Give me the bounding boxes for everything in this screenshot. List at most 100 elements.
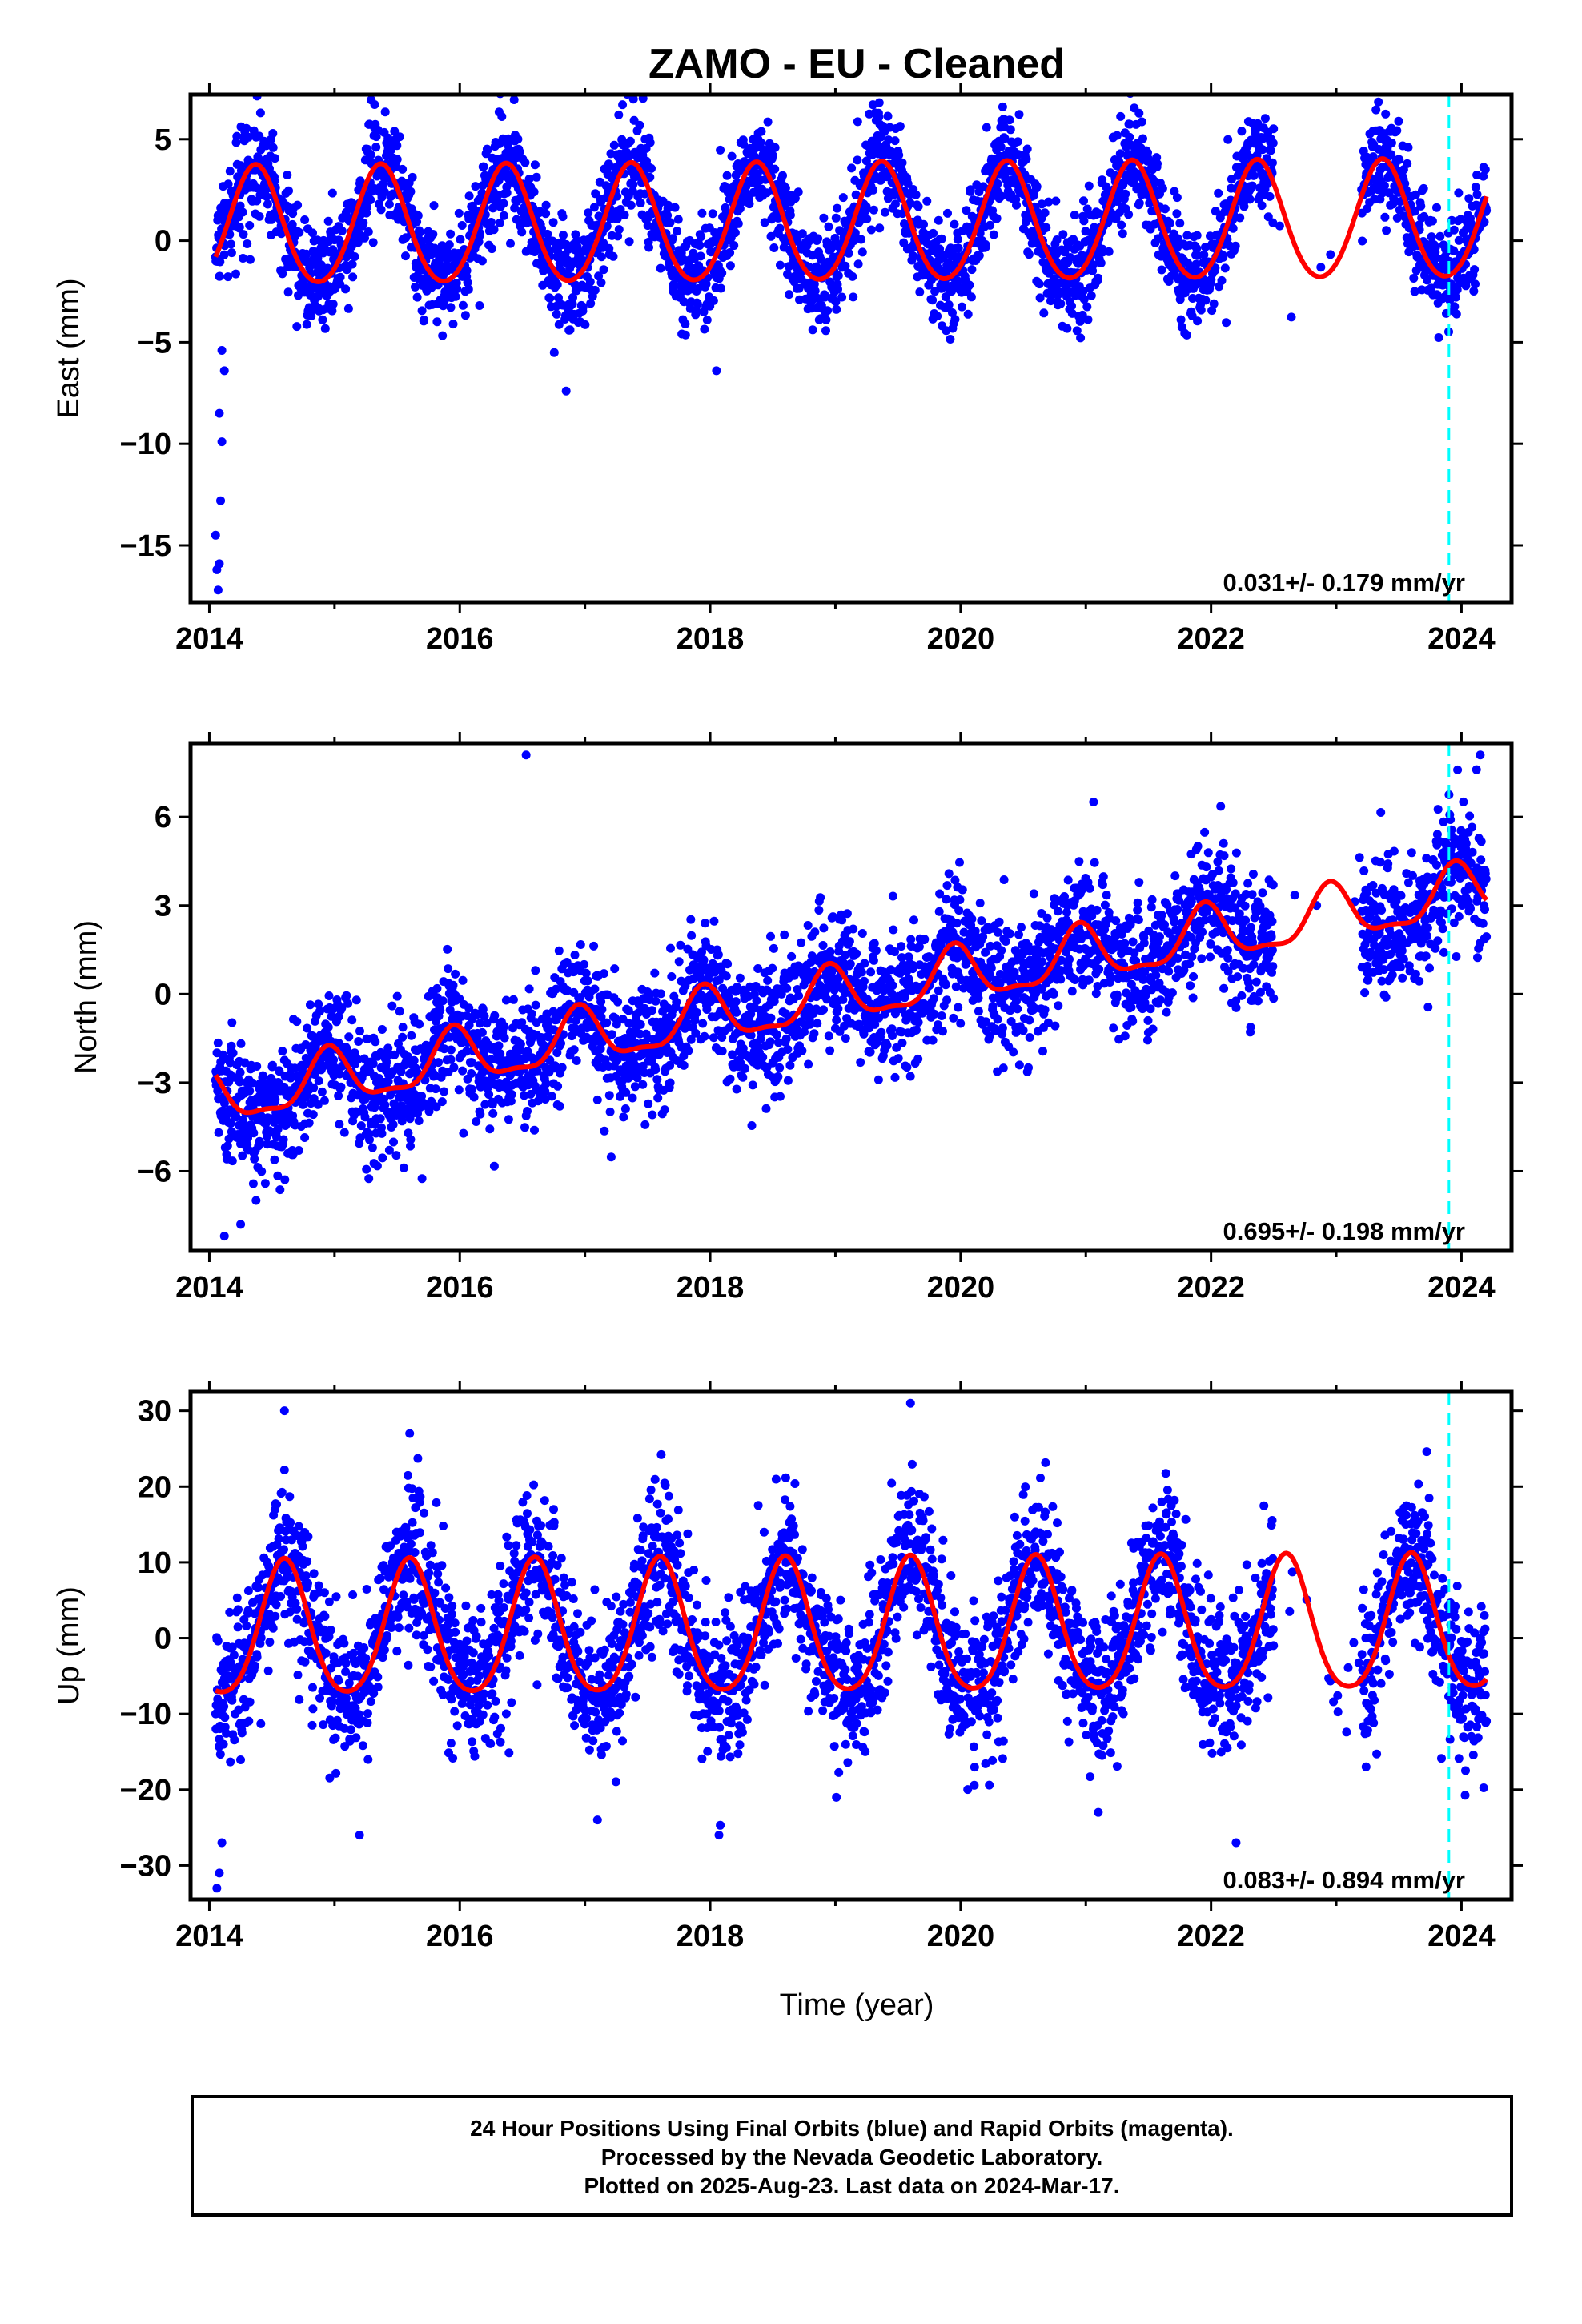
- data-point: [831, 297, 841, 307]
- data-point: [306, 1000, 315, 1010]
- data-point: [1387, 150, 1396, 159]
- plot-frame: [188, 92, 1514, 605]
- data-point: [1056, 299, 1066, 308]
- data-point: [260, 1179, 270, 1188]
- figure-title: ZAMO - EU - Cleaned: [648, 41, 1065, 87]
- data-point: [982, 123, 991, 132]
- data-point: [620, 211, 629, 219]
- data-point: [966, 185, 975, 195]
- data-point: [1378, 188, 1387, 198]
- data-point: [770, 143, 780, 152]
- data-point: [644, 243, 653, 252]
- data-point: [673, 215, 683, 224]
- data-point: [856, 1058, 865, 1068]
- data-point: [1182, 330, 1191, 340]
- data-point: [761, 1104, 771, 1113]
- data-point: [500, 1022, 509, 1031]
- data-point: [589, 941, 599, 951]
- data-point: [1014, 150, 1023, 159]
- data-point: [673, 227, 682, 236]
- data-point: [274, 1078, 283, 1087]
- data-point: [568, 967, 578, 977]
- data-point: [370, 100, 379, 109]
- data-point: [292, 322, 302, 332]
- data-point: [300, 1133, 310, 1142]
- data-point: [760, 218, 769, 227]
- data-point: [1219, 252, 1228, 262]
- data-point: [499, 199, 508, 208]
- data-point: [252, 1062, 262, 1071]
- data-point: [911, 190, 921, 199]
- data-point: [250, 1154, 259, 1164]
- data-point: [313, 1100, 323, 1109]
- data-point: [380, 107, 390, 117]
- data-point: [494, 1041, 504, 1051]
- data-point: [857, 967, 866, 977]
- data-point: [1191, 259, 1201, 269]
- data-point: [224, 1134, 234, 1144]
- data-point: [1078, 287, 1088, 296]
- data-point: [454, 208, 464, 218]
- data-point: [933, 312, 942, 321]
- data-point: [251, 1196, 261, 1205]
- data-point: [1217, 275, 1227, 285]
- data-point: [1265, 191, 1275, 201]
- data-point: [314, 1076, 323, 1086]
- data-point: [785, 211, 795, 220]
- data-point: [1269, 124, 1279, 134]
- data-point: [509, 95, 519, 104]
- data-point: [1220, 263, 1230, 273]
- data-point: [488, 1108, 498, 1118]
- data-point: [832, 1015, 841, 1025]
- data-point: [328, 300, 338, 309]
- data-point: [384, 1145, 394, 1155]
- data-point: [271, 1095, 280, 1104]
- data-point: [523, 1107, 532, 1116]
- data-point: [653, 1093, 663, 1103]
- data-point: [775, 223, 785, 233]
- data-point: [740, 157, 749, 167]
- data-point: [583, 976, 592, 986]
- data-point: [336, 1082, 346, 1092]
- data-point: [309, 1083, 319, 1092]
- data-point: [456, 235, 465, 244]
- data-point: [1175, 219, 1185, 228]
- data-point: [954, 243, 963, 253]
- data-point: [590, 285, 600, 295]
- data-point: [1014, 110, 1024, 119]
- data-point: [275, 1067, 284, 1076]
- data-point: [1122, 58, 1131, 67]
- data-point: [343, 999, 353, 1008]
- data-point: [919, 219, 928, 229]
- data-point: [651, 996, 661, 1006]
- data-point: [596, 252, 606, 262]
- data-point: [437, 1097, 447, 1107]
- data-point: [545, 293, 555, 303]
- data-point: [1403, 143, 1413, 152]
- data-point: [1382, 226, 1391, 235]
- data-point: [378, 1153, 387, 1163]
- data-point: [242, 123, 251, 133]
- data-point: [446, 1055, 456, 1064]
- data-point: [429, 201, 439, 211]
- data-point: [462, 266, 472, 275]
- data-point: [679, 1060, 689, 1070]
- data-point: [819, 213, 829, 223]
- data-point: [857, 929, 867, 938]
- data-point: [320, 324, 330, 333]
- data-point: [612, 1055, 622, 1064]
- data-point: [624, 237, 634, 247]
- data-point: [1431, 243, 1440, 252]
- data-point: [732, 1007, 741, 1017]
- model-fit-line: [213, 156, 1489, 284]
- data-point: [440, 296, 449, 305]
- data-point: [1480, 165, 1490, 175]
- data-point: [818, 941, 828, 950]
- data-point: [1117, 220, 1126, 230]
- data-point: [738, 1072, 748, 1082]
- data-point: [993, 179, 1002, 188]
- data-point: [301, 1040, 311, 1049]
- data-point: [750, 152, 760, 162]
- data-point: [541, 1079, 551, 1088]
- data-point: [1257, 201, 1267, 211]
